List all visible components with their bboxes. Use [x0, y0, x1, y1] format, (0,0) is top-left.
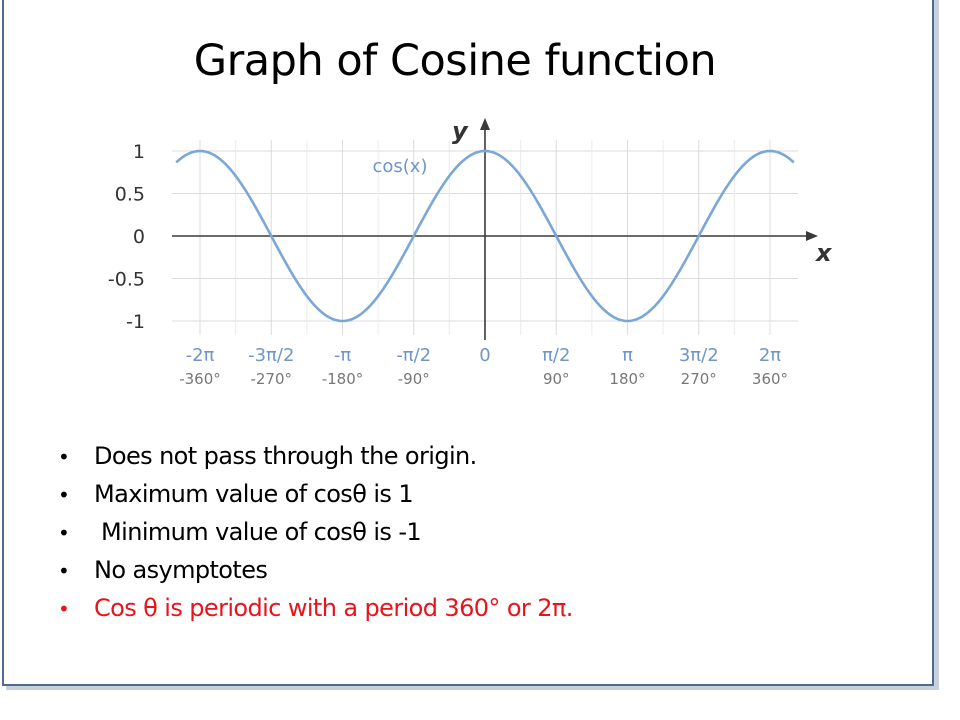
bullet-item: • No asymptotes: [58, 551, 573, 589]
slide-frame: [2, 0, 934, 686]
bullet-item: • Minimum value of cosθ is -1: [58, 513, 573, 551]
x-tick-label-degrees: 180°: [609, 370, 645, 388]
x-axis-label: x: [815, 239, 833, 267]
y-axis-label: y: [452, 117, 469, 145]
bullet-item: • Does not pass through the origin.: [58, 437, 573, 475]
x-tick-label-degrees: 270°: [681, 370, 717, 388]
bullet-item: • Cos θ is periodic with a period 360° or…: [58, 589, 573, 627]
slide-shadow-right: [934, 0, 939, 690]
bullet-icon: •: [58, 559, 70, 583]
cosine-chart: x y 1 0.5 0 -0.5 -1 -2π -360° -3π/2 -270° -π -180° -π…: [108, 117, 833, 388]
x-tick-label-radians: -π/2: [396, 345, 431, 366]
y-tick-label: 0: [133, 226, 145, 248]
x-tick-label-degrees: -360°: [179, 370, 221, 388]
y-tick-label: -0.5: [108, 269, 145, 291]
x-tick-label-radians: 2π: [759, 345, 781, 366]
bullet-icon: •: [58, 445, 70, 469]
bullet-text: Cos θ is periodic with a period 360° or …: [94, 594, 573, 622]
bullet-text: Does not pass through the origin.: [94, 442, 477, 470]
x-tick-label-radians: π: [622, 345, 633, 366]
x-axis-arrow-icon: [806, 231, 818, 241]
bullet-text: Maximum value of cosθ is 1: [94, 480, 414, 508]
bullet-text: Minimum value of cosθ is -1: [94, 518, 422, 546]
x-tick-label-radians: 3π/2: [679, 345, 719, 366]
y-tick-label: 1: [133, 141, 145, 163]
x-tick-label-radians: π/2: [542, 345, 570, 366]
x-tick-label-radians: -2π: [186, 345, 215, 366]
y-tick-label: -1: [126, 311, 145, 333]
bullet-icon: •: [58, 483, 70, 507]
x-tick-label-degrees: -270°: [250, 370, 292, 388]
x-tick-label-radians: -3π/2: [248, 345, 294, 366]
bullet-text: No asymptotes: [94, 556, 268, 584]
slide-title: Graph of Cosine function: [193, 36, 717, 86]
bullet-icon: •: [58, 521, 70, 545]
y-axis-arrow-icon: [480, 118, 490, 130]
series-label: cos(x): [373, 156, 428, 177]
x-tick-label-degrees: 90°: [543, 370, 570, 388]
x-tick-label-degrees: -90°: [398, 370, 430, 388]
y-tick-label: 0.5: [115, 184, 145, 206]
bullet-icon: •: [58, 597, 70, 621]
slide-shadow-bottom: [6, 686, 939, 690]
cosine-curve: [175, 149, 795, 323]
x-tick-label-radians: 0: [479, 345, 490, 366]
x-tick-label-degrees: 360°: [752, 370, 788, 388]
x-tick-label-radians: -π: [334, 345, 351, 366]
bullet-list: • Does not pass through the origin. • Maxim…: [58, 437, 573, 627]
bullet-item: • Maximum value of cosθ is 1: [58, 475, 573, 513]
x-tick-label-degrees: -180°: [322, 370, 364, 388]
